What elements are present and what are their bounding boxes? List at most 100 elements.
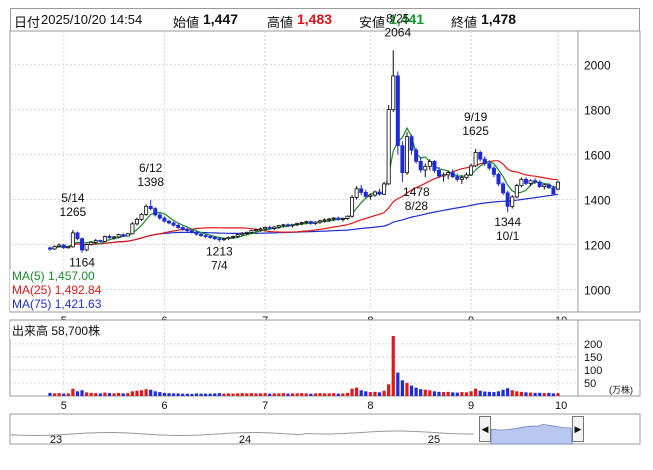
volume-bar <box>268 393 272 396</box>
volume-bar <box>121 393 125 396</box>
candle-body <box>473 151 478 167</box>
candle-body <box>446 172 451 176</box>
candle-body <box>345 215 350 219</box>
ma5-legend-value: 1,457.00 <box>48 269 95 283</box>
candle-body <box>377 191 382 195</box>
volume-bar <box>249 393 253 396</box>
navigator-right-handle[interactable]: ▶ <box>572 416 584 442</box>
candle-body <box>295 223 300 225</box>
candle-body <box>546 184 551 189</box>
candle-body <box>528 180 533 184</box>
volume-bar <box>341 393 345 396</box>
candle-body <box>134 218 139 225</box>
candle-body <box>519 178 524 187</box>
candle-body <box>130 223 135 235</box>
volume-bar <box>304 393 308 396</box>
candle-body <box>318 220 323 223</box>
candle-body <box>180 227 185 230</box>
volume-bar <box>405 382 409 396</box>
candle-body <box>171 222 176 226</box>
volume-bar <box>474 388 478 396</box>
candle-body <box>510 196 515 207</box>
ma75-legend: MA(75) 1,421.63 <box>10 297 104 311</box>
volume-bar <box>231 393 235 396</box>
candle-body <box>166 220 171 224</box>
volume-tick-label: 150 <box>584 352 602 364</box>
volume-bar <box>185 393 189 396</box>
volume-bar <box>62 393 66 396</box>
volume-bar <box>501 389 505 396</box>
candle-body <box>350 196 355 217</box>
volume-bar <box>217 393 221 396</box>
volume-bar <box>245 393 249 396</box>
volume-bar <box>478 390 482 396</box>
price-grid: 1000120014001600180020005678910 <box>9 30 641 327</box>
annotation-date: 8/25 <box>386 11 410 25</box>
candle-body <box>537 181 542 187</box>
volume-legend-label: 出来高 <box>12 324 49 338</box>
volume-bar <box>130 391 134 396</box>
candle-body <box>450 172 455 178</box>
volume-bar <box>345 392 350 396</box>
ma25-legend-value: 1,492.84 <box>54 283 102 297</box>
volume-bar <box>391 336 395 396</box>
candle-body <box>542 184 547 187</box>
volume-bar <box>423 389 427 396</box>
volume-bar <box>158 392 162 396</box>
volume-tick-label: 100 <box>584 365 602 377</box>
volume-bar <box>309 393 313 396</box>
volume-bar <box>441 392 446 396</box>
volume-bar <box>139 390 144 396</box>
candle-body <box>61 244 66 249</box>
candle-body <box>432 160 437 171</box>
volume-bar <box>240 393 244 396</box>
candle-body <box>336 217 341 220</box>
volume-month-tick-label: 10 <box>555 400 567 412</box>
candle-body <box>80 238 85 251</box>
candle-body <box>107 236 112 239</box>
candle-body <box>217 238 222 241</box>
volume-bar <box>236 393 240 396</box>
volume-bar <box>199 393 203 396</box>
price-tick-label: 1400 <box>584 194 611 208</box>
navigator-left-handle[interactable]: ◀ <box>479 416 491 442</box>
volume-bar <box>542 393 546 396</box>
volume-bar <box>98 393 102 396</box>
volume-bar <box>533 392 537 396</box>
annotation-date: 6/12 <box>139 161 163 175</box>
candle-body <box>281 224 286 227</box>
volume-bar <box>181 393 185 396</box>
volume-bar <box>524 392 528 396</box>
volume-legend: 出来高 58,700株 <box>10 322 103 339</box>
volume-bar <box>126 393 130 396</box>
volume-bar <box>487 391 491 396</box>
volume-bar <box>162 392 167 396</box>
annotation-date: 5/14 <box>61 191 85 205</box>
volume-bar <box>48 392 52 396</box>
ma5-legend-label: MA(5) <box>12 269 45 283</box>
annotation-date: 9/19 <box>464 110 488 124</box>
candle-body <box>194 232 199 235</box>
open-value: 1,447 <box>203 11 239 27</box>
volume-bar <box>377 392 382 396</box>
price-tick-label: 1600 <box>584 149 611 163</box>
candle-body <box>327 218 332 221</box>
volume-bar <box>359 390 363 396</box>
volume-tick-label: 200 <box>584 339 602 351</box>
volume-bar <box>57 393 61 396</box>
volume-bar <box>300 393 304 396</box>
candle-body <box>354 188 359 198</box>
candle-body <box>116 234 121 238</box>
candle-body <box>162 217 167 222</box>
candle-body <box>208 236 213 238</box>
volume-bar <box>290 393 295 396</box>
annotation-value: 1164 <box>69 256 95 270</box>
volume-month-tick-label: 8 <box>367 400 373 412</box>
candle-body <box>299 222 304 224</box>
candle-body <box>47 247 53 250</box>
volume-bar <box>94 393 98 396</box>
candle-body <box>93 240 98 243</box>
volume-month-tick-label: 7 <box>262 400 268 412</box>
